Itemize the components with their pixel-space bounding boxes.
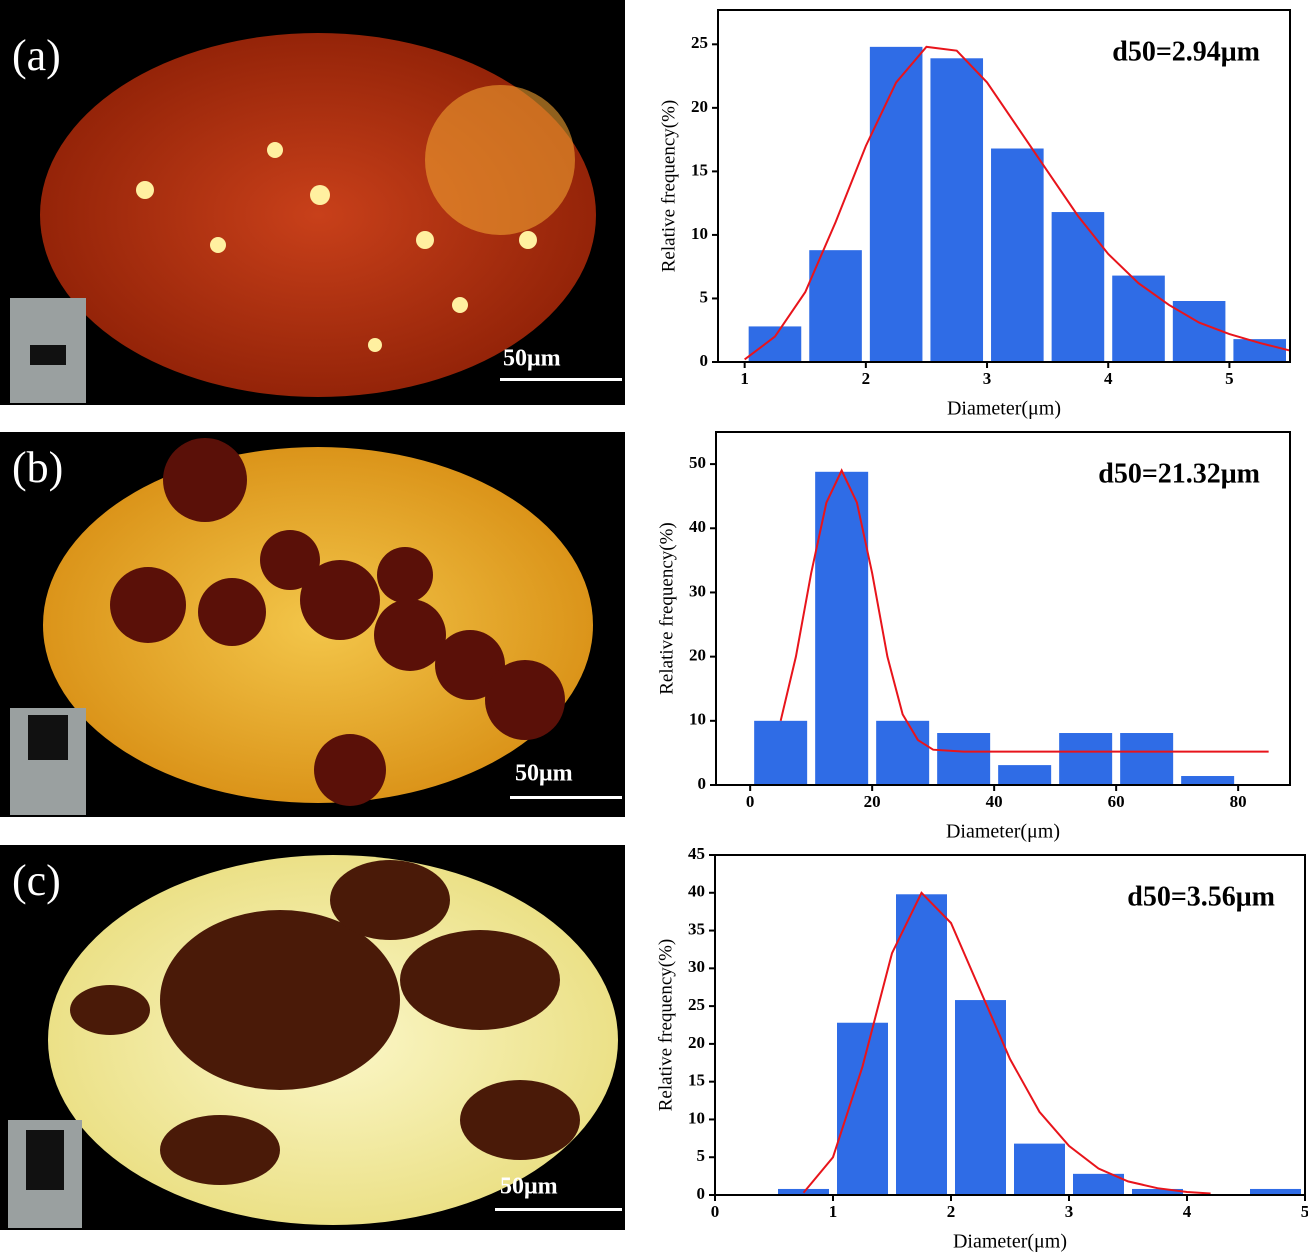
bar — [1073, 1173, 1124, 1195]
x-tick-label: 0 — [746, 792, 755, 811]
y-axis-label: Relative frequency(%) — [656, 522, 677, 695]
x-tick-label: 3 — [1065, 1202, 1074, 1221]
bar — [869, 46, 923, 362]
fit-curve — [802, 891, 1211, 1195]
y-tick-label: 10 — [688, 1108, 705, 1127]
y-tick-label: 10 — [689, 710, 706, 729]
annotation: d50=21.32μm — [1098, 458, 1260, 489]
bar — [937, 733, 991, 785]
axes-frame — [717, 9, 1291, 363]
panel-label: (c) — [12, 856, 61, 905]
x-tick-label: 3 — [983, 369, 992, 388]
bar — [754, 720, 808, 785]
axes-frame — [715, 431, 1291, 786]
bar — [1051, 212, 1105, 362]
micrograph — [0, 845, 625, 1230]
micrograph — [0, 432, 625, 817]
y-tick-label: 15 — [691, 160, 708, 179]
y-tick-label: 0 — [700, 351, 709, 370]
bar — [809, 250, 862, 362]
bar — [1250, 1188, 1301, 1195]
x-tick-label: 20 — [864, 792, 881, 811]
bar — [876, 720, 930, 785]
y-tick-label: 0 — [697, 1184, 706, 1203]
bar — [1014, 1143, 1065, 1195]
bar — [815, 471, 869, 785]
y-tick-label: 30 — [689, 581, 706, 600]
x-tick-label: 4 — [1183, 1202, 1192, 1221]
x-tick-label: 80 — [1230, 792, 1247, 811]
x-axis-label: Diameter(μm) — [947, 398, 1061, 420]
x-axis-label: Diameter(μm) — [953, 1231, 1067, 1252]
bar — [1132, 1188, 1183, 1195]
fit-curve — [779, 468, 1269, 753]
bar — [930, 58, 984, 362]
scale-bar-label: 50μm — [503, 346, 561, 372]
micrograph — [0, 0, 625, 405]
y-axis-label: Relative frequency(%) — [655, 939, 676, 1112]
y-tick-label: 35 — [688, 919, 705, 938]
y-tick-label: 40 — [688, 882, 705, 901]
y-tick-label: 45 — [688, 844, 705, 863]
x-tick-label: 2 — [947, 1202, 956, 1221]
x-tick-label: 0 — [711, 1202, 720, 1221]
panel-label: (a) — [12, 31, 61, 80]
x-tick-label: 1 — [740, 369, 749, 388]
annotation: d50=2.94μm — [1112, 36, 1260, 67]
y-tick-label: 20 — [688, 1033, 705, 1052]
x-tick-label: 40 — [986, 792, 1003, 811]
y-tick-label: 20 — [691, 97, 708, 116]
bar — [896, 894, 947, 1195]
x-tick-label: 5 — [1301, 1202, 1308, 1221]
x-axis-label: Diameter(μm) — [946, 821, 1060, 843]
y-tick-label: 0 — [698, 774, 707, 793]
annotation: d50=3.56μm — [1127, 881, 1275, 912]
panel-label: (b) — [12, 443, 63, 492]
y-tick-label: 25 — [688, 995, 705, 1014]
bar — [998, 765, 1052, 785]
axes-frame — [714, 854, 1306, 1196]
x-tick-label: 4 — [1104, 369, 1113, 388]
x-tick-label: 2 — [862, 369, 871, 388]
y-tick-label: 25 — [691, 33, 708, 52]
bar — [1059, 733, 1113, 785]
y-tick-label: 10 — [691, 224, 708, 243]
y-tick-label: 40 — [689, 517, 706, 536]
bar — [1181, 776, 1235, 785]
y-tick-label: 50 — [689, 453, 706, 472]
bar — [955, 1000, 1006, 1195]
bar — [1112, 275, 1165, 362]
bar — [837, 1022, 888, 1195]
x-tick-label: 60 — [1108, 792, 1125, 811]
bar — [748, 326, 802, 362]
fit-curve — [744, 45, 1291, 361]
bar — [991, 148, 1044, 362]
scale-bar-label: 50μm — [500, 1174, 558, 1200]
y-tick-label: 5 — [700, 287, 709, 306]
scale-bar-label: 50μm — [515, 761, 573, 787]
y-tick-label: 5 — [697, 1146, 706, 1165]
y-tick-label: 20 — [689, 646, 706, 665]
x-tick-label: 1 — [829, 1202, 838, 1221]
bar — [1172, 301, 1226, 362]
bar — [1233, 339, 1286, 362]
bar — [1120, 733, 1174, 785]
y-tick-label: 30 — [688, 957, 705, 976]
y-axis-label: Relative frequency(%) — [658, 100, 679, 273]
x-tick-label: 5 — [1225, 369, 1234, 388]
y-tick-label: 15 — [688, 1071, 705, 1090]
